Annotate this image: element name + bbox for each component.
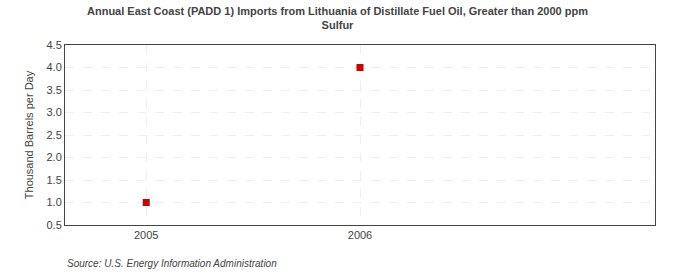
svg-text:2005: 2005 (134, 229, 158, 241)
svg-text:Source: U.S. Energy Informatio: Source: U.S. Energy Information Administ… (67, 258, 277, 269)
svg-text:4.0: 4.0 (47, 61, 62, 73)
svg-text:Annual East Coast (PADD 1) Imp: Annual East Coast (PADD 1) Imports from … (87, 5, 588, 31)
svg-text:Thousand Barrels per Day: Thousand Barrels per Day (23, 70, 35, 199)
svg-text:3.0: 3.0 (47, 106, 62, 118)
svg-text:0.5: 0.5 (47, 219, 62, 231)
svg-text:2.0: 2.0 (47, 151, 62, 163)
svg-text:1.0: 1.0 (47, 196, 62, 208)
svg-text:2006: 2006 (348, 229, 372, 241)
svg-text:2.5: 2.5 (47, 129, 62, 141)
svg-text:3.5: 3.5 (47, 84, 62, 96)
svg-text:1.5: 1.5 (47, 174, 62, 186)
svg-text:4.5: 4.5 (47, 39, 62, 51)
